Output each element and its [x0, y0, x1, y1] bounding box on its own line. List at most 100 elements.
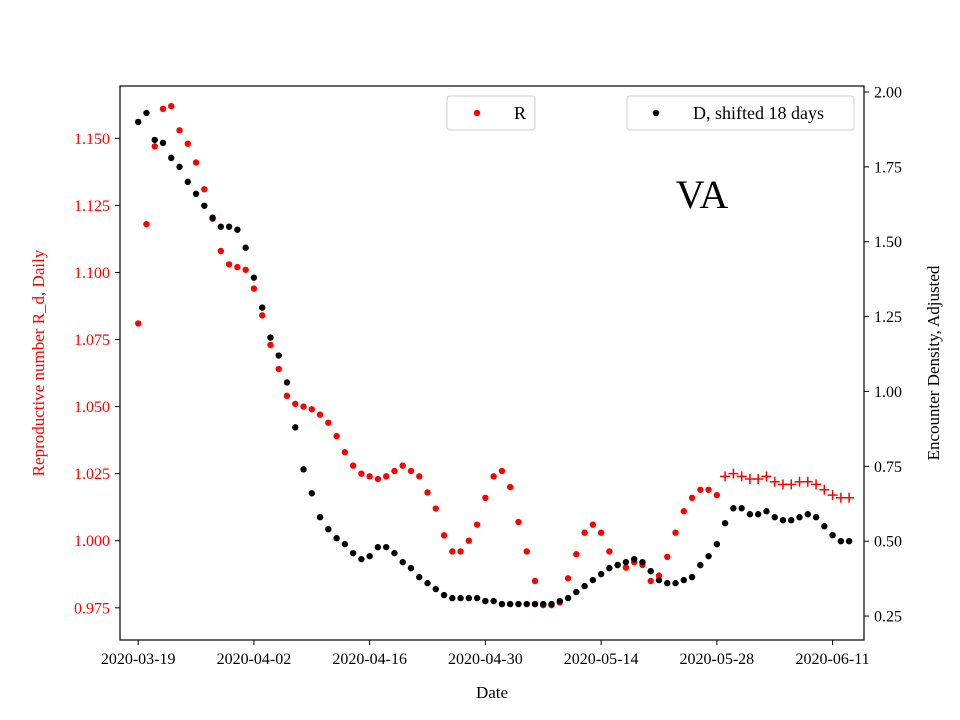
- data-point: [697, 486, 704, 493]
- data-point: [159, 105, 167, 113]
- data-point: [333, 534, 340, 542]
- data-point: [349, 549, 357, 557]
- y-right-tick-label: 1.00: [874, 384, 902, 401]
- data-point-plus: [720, 471, 731, 482]
- data-point: [267, 341, 274, 349]
- x-tick-label: 2020-04-02: [217, 651, 292, 668]
- data-point: [424, 579, 431, 587]
- data-point: [680, 508, 687, 515]
- data-point: [432, 585, 439, 593]
- data-point: [779, 517, 787, 524]
- axis-ticks: 2020-03-19 2020-04-02 2020-04-16 2020-04-30…: [74, 84, 902, 668]
- data-point: [341, 449, 349, 456]
- data-point: [209, 214, 216, 221]
- data-point: [292, 400, 299, 408]
- data-point: [589, 521, 597, 528]
- y-right-tick-label: 0.50: [874, 534, 902, 551]
- data-point: [176, 127, 183, 134]
- data-point: [664, 579, 671, 587]
- data-point: [250, 285, 258, 292]
- data-point: [606, 564, 613, 572]
- y-axis-right-label: Encounter Density, Adjusted: [924, 265, 943, 460]
- data-point: [754, 511, 762, 518]
- data-point: [151, 136, 158, 144]
- x-tick-label: 2020-05-28: [680, 651, 755, 668]
- data-point: [168, 102, 175, 110]
- data-point: [581, 582, 588, 590]
- data-point: [506, 483, 514, 491]
- x-tick-label: 2020-04-16: [332, 651, 407, 668]
- data-point: [746, 511, 754, 518]
- data-point-plus: [736, 471, 747, 482]
- data-point: [556, 597, 563, 605]
- data-point: [498, 467, 506, 475]
- data-point: [366, 473, 373, 480]
- legend-r-marker: [473, 109, 481, 117]
- annotation-label: VA: [676, 172, 729, 217]
- data-point: [242, 266, 249, 273]
- data-point-plus: [802, 476, 813, 487]
- data-point: [680, 576, 687, 584]
- data-point: [597, 570, 605, 578]
- data-point: [730, 505, 737, 512]
- data-point: [201, 186, 208, 193]
- data-point: [316, 514, 324, 521]
- data-point-plus: [811, 479, 822, 490]
- data-point: [283, 379, 291, 386]
- data-point: [564, 594, 572, 602]
- y-left-tick-label: 1.050: [74, 399, 110, 416]
- data-point: [821, 523, 828, 530]
- data-point: [258, 312, 266, 319]
- legend-r: R: [446, 95, 536, 131]
- data-point: [258, 304, 266, 311]
- data-point: [771, 514, 778, 521]
- y-left-tick-label: 1.000: [74, 533, 110, 550]
- data-point: [283, 392, 291, 400]
- data-point: [308, 406, 315, 413]
- data-point: [614, 561, 621, 569]
- x-axis-label: Date: [476, 683, 508, 702]
- data-point: [300, 466, 307, 473]
- data-point: [763, 508, 770, 515]
- x-tick-label: 2020-06-11: [796, 651, 870, 668]
- legend-d-marker: [652, 109, 660, 117]
- data-point: [705, 486, 712, 493]
- data-point: [449, 594, 456, 602]
- x-tick-label: 2020-05-14: [564, 651, 639, 668]
- data-point-plus: [761, 471, 772, 482]
- data-point: [176, 163, 183, 171]
- data-point: [349, 462, 357, 469]
- data-point: [573, 588, 580, 596]
- data-point: [622, 564, 630, 571]
- data-point: [374, 543, 382, 551]
- data-point: [523, 600, 530, 608]
- data-point-plus: [753, 474, 764, 485]
- data-point: [506, 600, 514, 608]
- y-left-tick-label: 1.150: [74, 131, 110, 148]
- data-point: [168, 154, 175, 162]
- data-point: [573, 550, 580, 558]
- data-point: [540, 600, 547, 608]
- data-point: [308, 490, 315, 497]
- legend-d: D, shifted 18 days: [626, 95, 855, 131]
- data-point: [250, 274, 258, 281]
- data-point: [564, 575, 572, 582]
- data-point-plus: [827, 490, 838, 501]
- data-point: [432, 505, 439, 512]
- x-tick-label: 2020-04-30: [448, 651, 523, 668]
- data-point: [473, 521, 481, 528]
- data-point: [490, 473, 497, 480]
- data-point: [845, 537, 853, 545]
- data-point: [531, 600, 539, 608]
- data-point: [341, 540, 349, 548]
- data-marks: [134, 102, 855, 609]
- data-point: [465, 594, 473, 602]
- data-point: [829, 531, 836, 539]
- y-left-tick-label: 0.975: [74, 600, 110, 617]
- data-point: [597, 529, 605, 536]
- data-point: [134, 320, 142, 327]
- data-point: [201, 202, 208, 209]
- data-point: [622, 558, 630, 566]
- y-left-tick-label: 1.125: [74, 198, 110, 215]
- data-point: [639, 558, 646, 566]
